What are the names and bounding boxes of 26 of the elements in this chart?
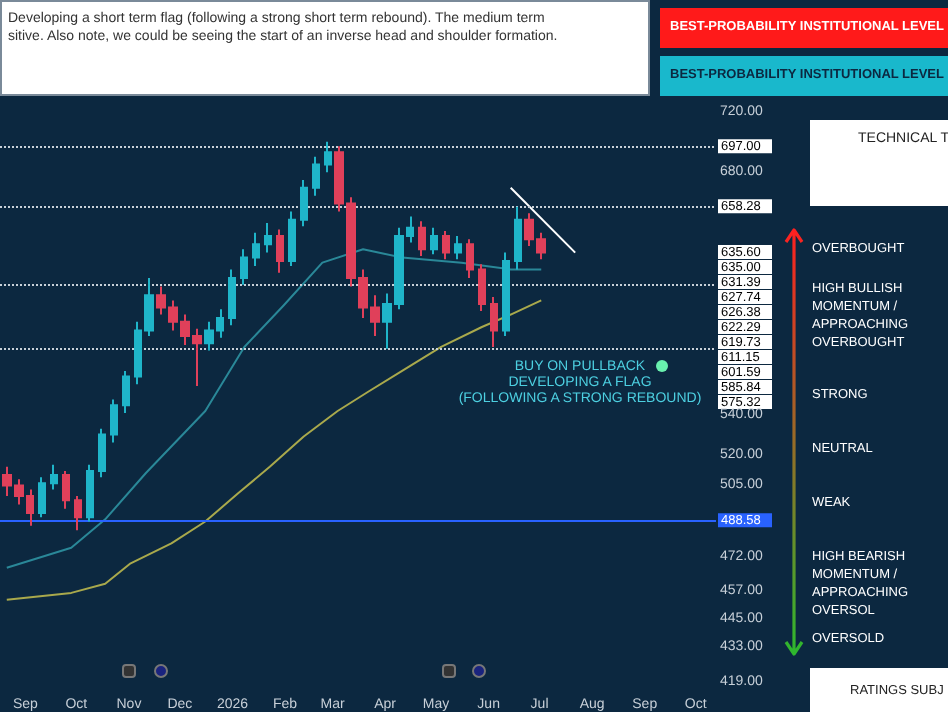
candlestick — [442, 230, 450, 261]
candlestick — [478, 263, 486, 312]
candlestick — [228, 268, 236, 327]
candlestick — [324, 140, 332, 174]
candlestick — [252, 231, 260, 268]
candlestick — [454, 235, 462, 261]
candlestick — [490, 295, 498, 348]
candlestick — [502, 251, 510, 338]
candlestick — [466, 238, 474, 279]
candlestick — [300, 178, 308, 228]
candlestick — [74, 494, 82, 532]
candlestick — [514, 205, 522, 271]
candlestick — [276, 228, 284, 274]
candlestick — [50, 463, 58, 491]
candlestick — [62, 469, 70, 510]
candlestick — [98, 427, 106, 479]
candlestick — [110, 398, 118, 444]
candlestick — [86, 463, 94, 523]
candlestick — [38, 476, 46, 519]
candlestick — [418, 220, 426, 257]
candlestick — [312, 155, 320, 197]
candlestick — [122, 369, 130, 414]
candlestick — [240, 248, 248, 286]
candlestick — [288, 210, 296, 268]
candlestick — [264, 221, 272, 254]
candlestick — [430, 226, 438, 256]
